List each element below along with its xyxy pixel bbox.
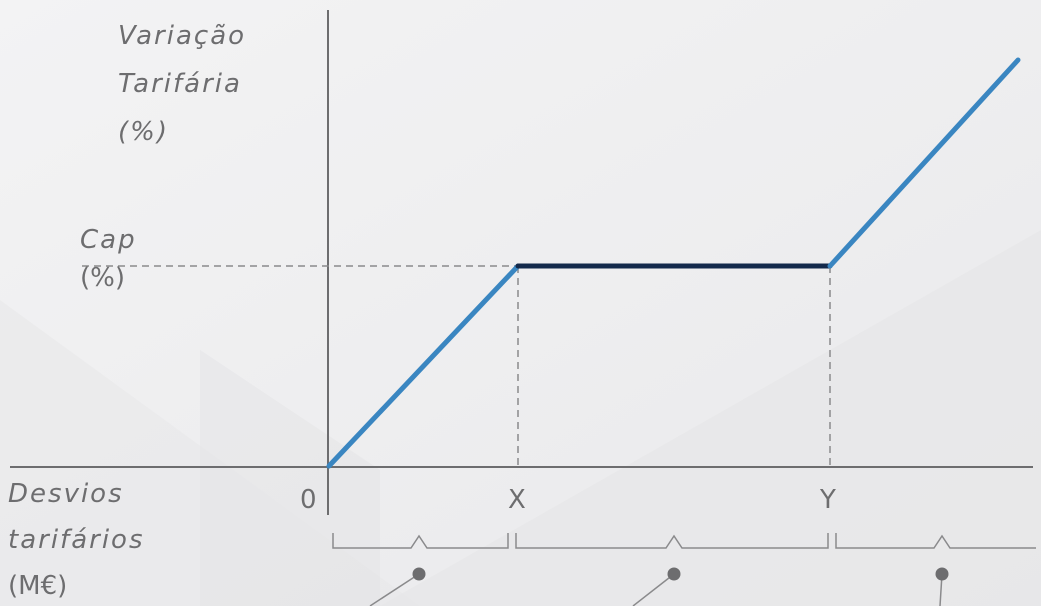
bracket-right	[835, 533, 1036, 606]
curve-segment-rising-2	[827, 57, 1021, 269]
bracket-middle	[515, 533, 829, 606]
background-facet-center	[200, 350, 380, 606]
bracket-middle-leader	[632, 573, 675, 606]
x-axis-label-line-3: (M€)	[8, 571, 68, 601]
x-axis-label-line-1: Desvios	[8, 479, 124, 509]
x-tick-x: X	[508, 485, 526, 515]
cap-unit-label: (%)	[80, 263, 125, 293]
bracket-middle-dot	[667, 567, 681, 581]
bracket-left-dot	[412, 567, 426, 581]
bracket-right-shape	[835, 533, 1036, 549]
bracket-left	[332, 533, 509, 606]
x-tick-y: Y	[820, 485, 836, 515]
bracket-right-dot	[935, 567, 949, 581]
curve-segment-rising-1	[326, 263, 521, 469]
bracket-left-leader	[369, 573, 420, 606]
bracket-left-shape	[332, 533, 509, 549]
cap-label: Cap	[80, 225, 137, 255]
y-axis-label-line-2: Tarifária	[118, 69, 242, 99]
x-axis-label-line-2: tarifários	[8, 525, 145, 555]
x-tick-zero: 0	[300, 485, 317, 515]
y-axis-label-line-1: Variação	[118, 21, 247, 51]
background-facet-right	[380, 230, 1041, 606]
bracket-middle-shape	[515, 533, 829, 549]
y-axis-label-line-3: (%)	[118, 117, 169, 147]
